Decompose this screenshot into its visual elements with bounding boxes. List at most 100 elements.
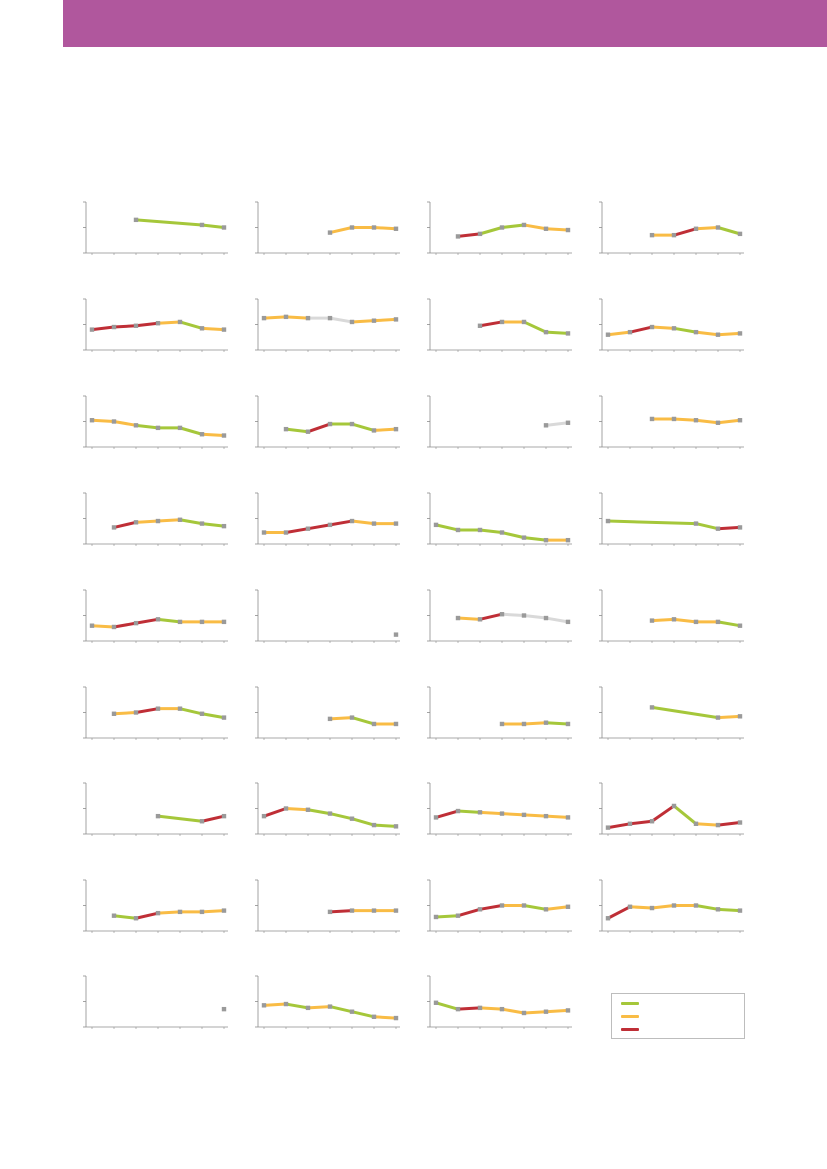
chart-23-point (521, 721, 527, 727)
chart-13-point (221, 523, 227, 529)
chart-30-segment (328, 909, 354, 914)
chart-20-point (715, 619, 721, 625)
chart-27-segment (478, 810, 504, 816)
chart-21-point (133, 710, 139, 715)
chart-10-segment (372, 427, 398, 432)
chart-28-point (671, 803, 677, 809)
chart-24-point (715, 715, 721, 720)
chart-12-point (693, 418, 699, 423)
chart-7-point (565, 331, 571, 336)
chart-17-point (177, 619, 183, 625)
chart-5-point (133, 323, 139, 328)
chart-9-point (177, 425, 183, 431)
chart-31-point (521, 903, 527, 908)
chart-26-point (283, 806, 289, 811)
chart-28-point (715, 822, 721, 828)
chart-20-point (649, 618, 655, 623)
chart-28-segment (650, 804, 676, 823)
chart-35-point (499, 1006, 505, 1012)
chart-35-point (455, 1006, 461, 1012)
chart-4-point (671, 232, 677, 238)
chart-23-point (565, 721, 571, 727)
chart-16-segment (716, 525, 742, 531)
chart-27-point (499, 811, 505, 816)
chart-14-point (305, 526, 311, 531)
chart-8-point (693, 329, 699, 335)
chart-27-point (433, 815, 439, 820)
chart-29-segment (112, 914, 138, 920)
chart-32-point (693, 903, 699, 908)
chart-35-point (477, 1005, 483, 1011)
chart-34-point (261, 1003, 267, 1008)
chart-31-segment (434, 914, 460, 919)
chart-34-point (327, 1004, 333, 1009)
chart-34-point (305, 1005, 311, 1011)
chart-12-point (671, 416, 677, 422)
chart-32-segment (628, 905, 654, 910)
chart-8-segment (694, 330, 720, 337)
chart-27-segment (522, 813, 548, 818)
chart-26-point (261, 813, 267, 819)
chart-35-point (565, 1008, 571, 1013)
legend-swatch-red (621, 1028, 639, 1031)
chart-3-point (565, 227, 571, 233)
chart-13-point (177, 517, 183, 522)
chart-22-point (393, 721, 399, 727)
chart-12-segment (694, 418, 720, 425)
chart-29-segment (134, 911, 160, 920)
chart-32-segment (716, 907, 742, 913)
header-band (63, 0, 827, 47)
chart-4-point (649, 232, 655, 238)
chart-8-segment (606, 330, 632, 337)
chart-27-point (455, 808, 461, 814)
chart-10-segment (284, 427, 310, 434)
chart-24-point (737, 714, 743, 719)
chart-28-point (693, 821, 699, 826)
chart-14-point (261, 530, 267, 535)
chart-28-point (649, 819, 655, 824)
chart-19-segment (478, 612, 504, 621)
chart-22-segment (328, 716, 354, 721)
chart-13-point (199, 521, 205, 526)
chart-13-segment (178, 518, 204, 526)
chart-14-point (283, 530, 289, 535)
chart-31-point (499, 903, 505, 908)
chart-26-point (371, 822, 377, 828)
chart-25-point (199, 819, 205, 824)
chart-15-segment (478, 528, 504, 535)
chart-15-point (565, 537, 571, 543)
chart-19-segment (500, 612, 526, 617)
chart-5-segment (112, 324, 138, 329)
chart-22-segment (350, 716, 376, 726)
chart-5-point (221, 327, 227, 332)
chart-26-point (327, 811, 333, 816)
chart-14-segment (306, 523, 332, 531)
chart-31-point (565, 904, 571, 909)
chart-23-point (543, 720, 549, 725)
chart-27-segment (456, 809, 482, 814)
chart-27-segment (544, 814, 570, 819)
chart-11-point (543, 423, 549, 428)
chart-25-point (155, 813, 161, 819)
chart-34-point (349, 1009, 355, 1014)
chart-3-segment (522, 223, 548, 231)
chart-35-segment (522, 1010, 548, 1015)
chart-10-point (327, 421, 333, 427)
chart-13-segment (200, 522, 226, 528)
chart-14-point (371, 521, 377, 526)
chart-15-point (455, 527, 461, 533)
chart-9-segment (112, 420, 138, 427)
chart-15-point (499, 530, 505, 535)
chart-17-point (89, 623, 95, 628)
chart-29-segment (200, 909, 226, 914)
chart-8-point (627, 329, 633, 335)
chart-6-segment (350, 319, 376, 324)
chart-28-segment (716, 821, 742, 827)
chart-32-point (737, 908, 743, 913)
chart-15-point (433, 522, 439, 528)
chart-26-segment (306, 808, 332, 816)
chart-30-point (349, 908, 355, 913)
chart-24-point (649, 705, 655, 710)
chart-15-point (543, 537, 549, 543)
chart-15-point (521, 535, 527, 540)
